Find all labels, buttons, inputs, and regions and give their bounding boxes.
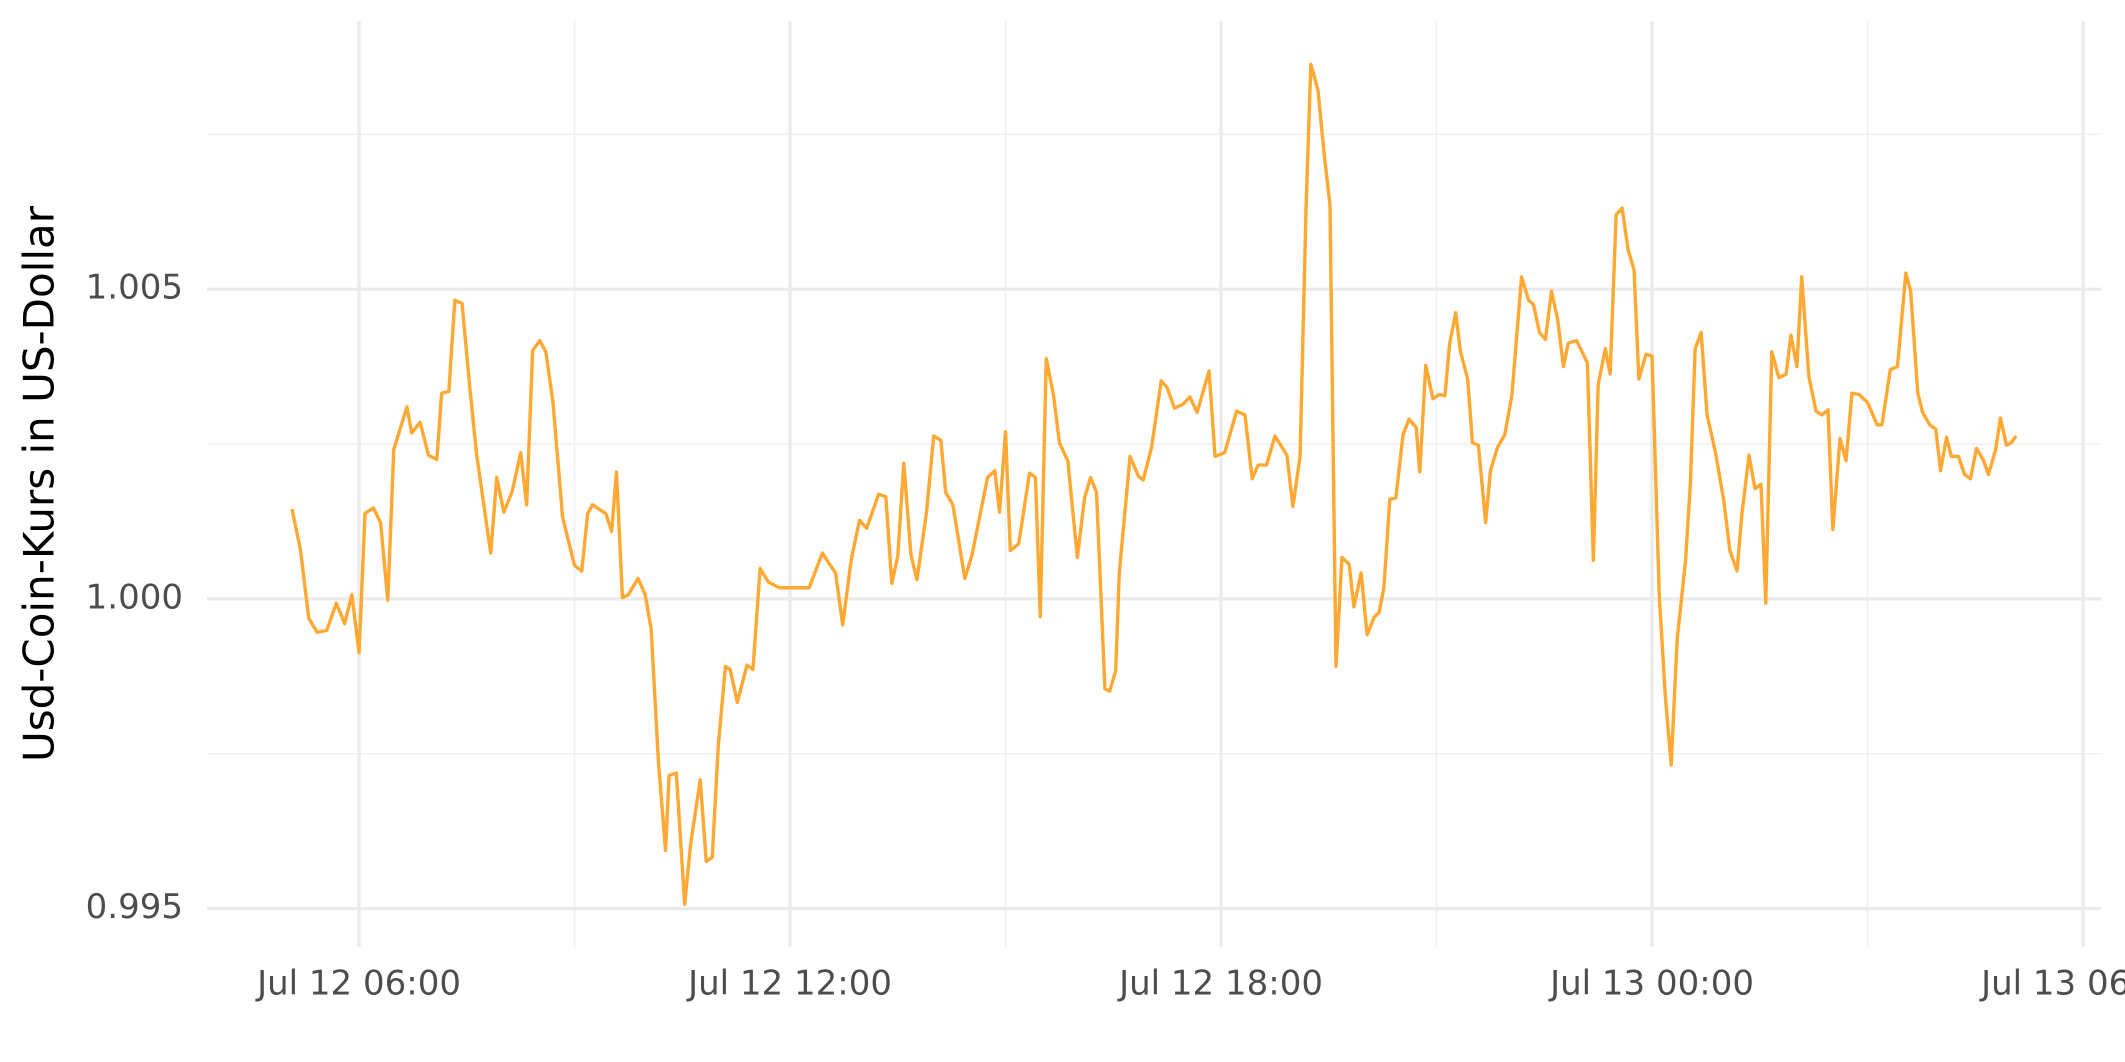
plot xyxy=(290,62,2018,906)
y-tick-label: 1.000 xyxy=(86,577,183,617)
y-tick-label: 0.995 xyxy=(86,887,183,927)
y-axis-title: Usd-Coin-Kurs in US-Dollar xyxy=(15,205,64,762)
grid xyxy=(207,21,2101,947)
x-tick-label: Jul 13 00:00 xyxy=(1548,964,1754,1004)
data-line xyxy=(290,62,2018,906)
x-tick-label: Jul 12 12:00 xyxy=(686,964,892,1004)
y-tick-label: 1.005 xyxy=(86,268,183,308)
x-tick-label: Jul 12 06:00 xyxy=(255,964,461,1004)
x-tick-label: Jul 13 06:00 xyxy=(1979,964,2125,1004)
x-tick-label: Jul 12 18:00 xyxy=(1117,964,1323,1004)
